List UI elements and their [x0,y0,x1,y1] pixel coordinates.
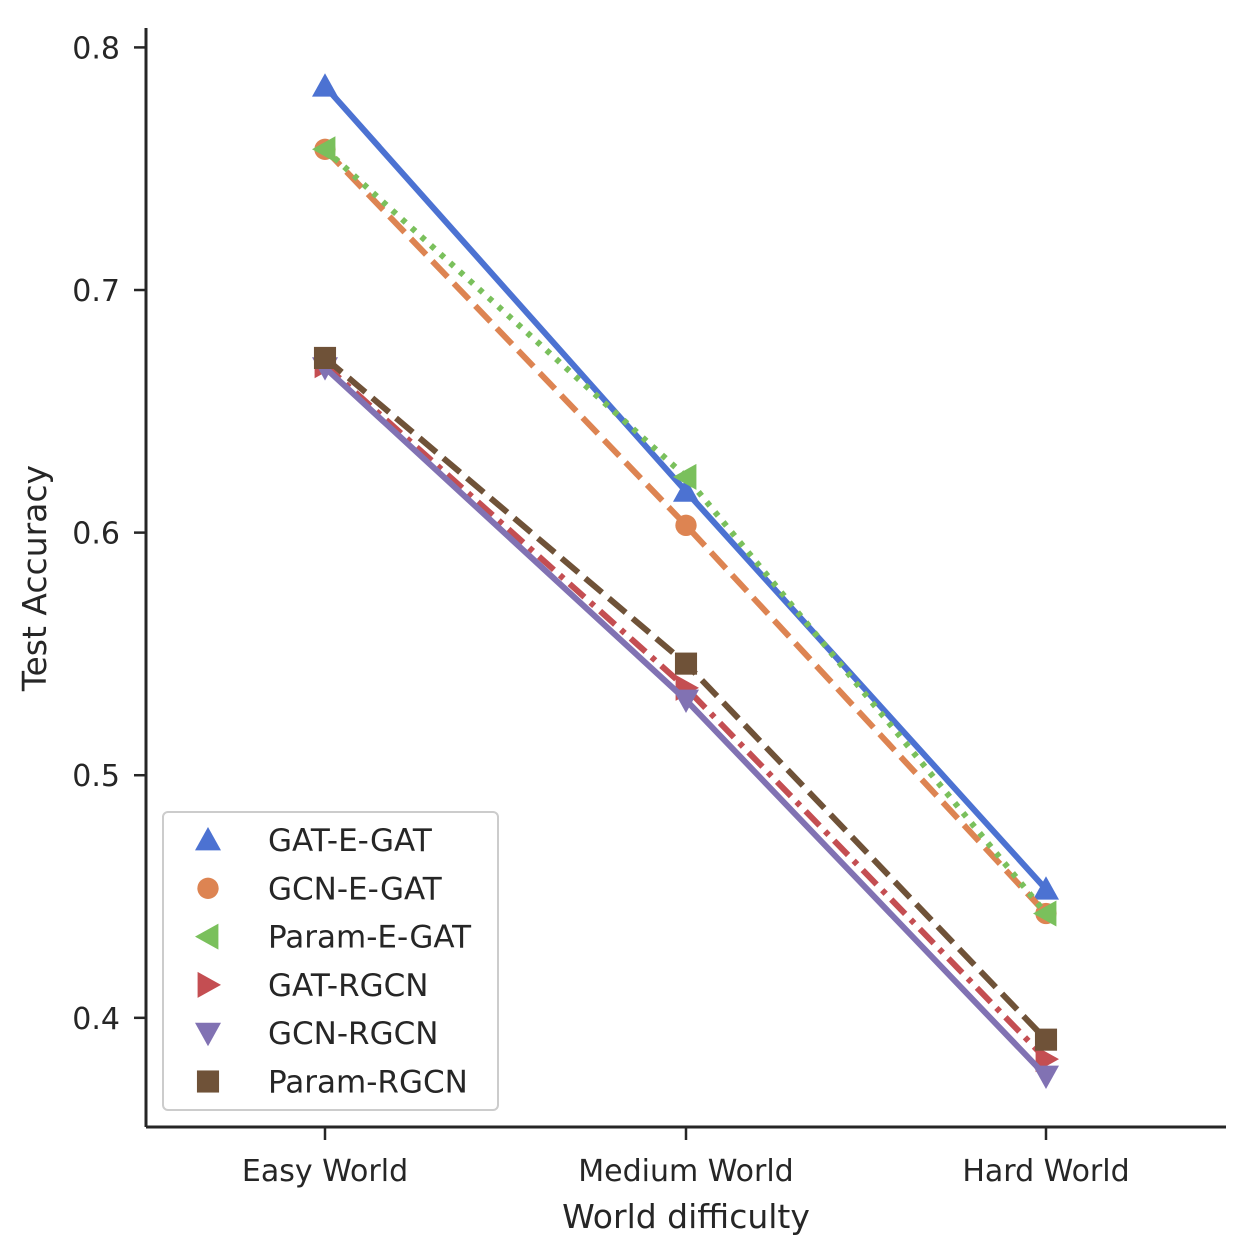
data-point-gcn-e-gat [675,514,697,536]
data-point-param-rgcn [313,346,337,369]
data-point-gat-e-gat [1033,876,1059,900]
legend-marker [196,1070,220,1093]
series-gcn-e-gat [314,138,1057,925]
y-ticks: 0.4 0.5 0.6 0.7 0.8 [72,31,146,1037]
data-point-gat-rgcn [1035,1046,1059,1073]
series-layer [312,73,1059,1090]
y-axis-label: Test Accuracy [15,465,54,692]
legend-label: Param-E-GAT [268,920,472,956]
series-line-gat-rgcn [323,362,1049,1062]
x-tick-label: Medium World [578,1154,793,1189]
legend-label: Param-RGCN [268,1065,468,1101]
x-tick-label: Easy World [242,1154,408,1189]
legend-entry-gcn-rgcn: GCN-RGCN [195,1016,438,1052]
data-point-gat-e-gat [673,478,699,502]
legend-marker [195,923,219,950]
data-point-param-e-gat [312,136,336,163]
data-point-gcn-rgcn [673,689,699,714]
data-point-param-e-gat [673,463,697,490]
series-param-e-gat [312,136,1057,927]
legend-frame [162,811,499,1111]
data-point-gcn-rgcn [1033,1065,1059,1090]
legend-label: GCN-E-GAT [268,871,443,907]
legend-entry-gat-e-gat: GAT-E-GAT [195,823,433,859]
legend-entry-gcn-e-gat: GCN-E-GAT [197,871,443,907]
legend-entry-param-e-gat: Param-E-GAT [195,920,472,956]
legend-label: GCN-RGCN [268,1016,438,1052]
data-point-gat-e-gat [312,73,338,97]
series-param-rgcn [313,346,1058,1051]
y-tick-label: 0.8 [72,31,120,66]
data-point-param-rgcn [1034,1028,1058,1051]
y-tick-label: 0.7 [72,274,120,309]
data-point-param-rgcn [674,652,698,675]
x-tick-label: Hard World [962,1154,1129,1189]
y-tick-label: 0.5 [72,759,120,794]
legend-label: GAT-RGCN [268,968,429,1004]
legend-marker [195,1022,221,1047]
x-axis-label: World difficulty [562,1197,810,1236]
series-line-gcn-e-gat [322,147,1049,916]
series-gat-e-gat [312,73,1059,900]
y-tick-label: 0.6 [72,517,120,552]
legend: GAT-E-GAT GCN-E-GAT Param-E-GAT GAT-RGCN GCN… [162,811,499,1111]
legend-entry-gat-rgcn: GAT-RGCN [197,968,429,1004]
legend-label: GAT-E-GAT [268,823,433,859]
legend-marker [197,877,219,899]
legend-marker [197,971,221,998]
legend-marker [195,827,221,851]
legend-entries: GAT-E-GAT GCN-E-GAT Param-E-GAT GAT-RGCN GCN… [195,823,472,1101]
legend-entry-param-rgcn: Param-RGCN [196,1065,468,1101]
y-tick-label: 0.4 [72,1002,120,1037]
data-point-param-e-gat [1033,900,1057,927]
x-ticks: Easy World Medium World Hard World [242,1127,1130,1189]
